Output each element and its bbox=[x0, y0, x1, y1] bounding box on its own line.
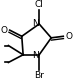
Text: Cl: Cl bbox=[35, 0, 44, 9]
Text: O: O bbox=[65, 32, 72, 41]
Text: Br: Br bbox=[34, 71, 44, 80]
Text: O: O bbox=[1, 26, 8, 35]
Text: N: N bbox=[32, 19, 39, 28]
Text: N: N bbox=[32, 51, 39, 60]
